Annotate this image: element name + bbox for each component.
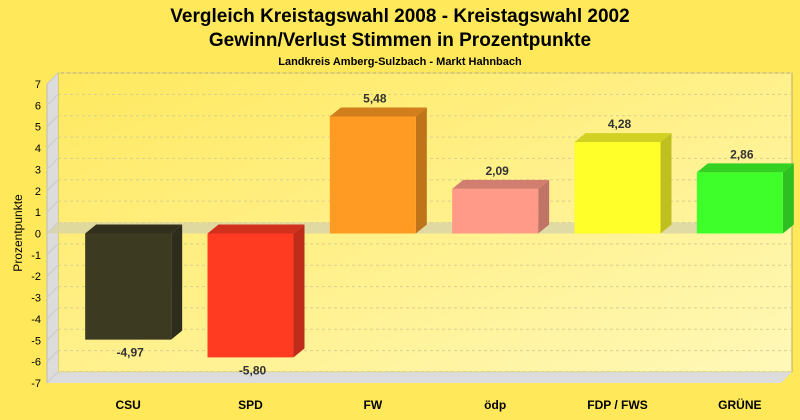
- data-label: 5,48: [363, 91, 387, 105]
- bar-top: [696, 163, 794, 173]
- bar-grüne: [696, 172, 783, 234]
- chart-subtitle: Gewinn/Verlust Stimmen in Prozentpunkte: [209, 30, 591, 51]
- gridline-side: [46, 371, 59, 384]
- y-tick-label: -4: [31, 314, 41, 326]
- gridline-side: [46, 264, 59, 277]
- bar-side: [171, 224, 183, 340]
- bar-top: [452, 179, 550, 189]
- x-tick-label: CSU: [115, 398, 140, 412]
- gridline-side: [46, 243, 59, 256]
- bar-side: [782, 163, 794, 234]
- y-tick-label: -2: [31, 271, 41, 283]
- y-tick-label: 4: [35, 143, 41, 155]
- gridline-side: [46, 136, 59, 149]
- y-tick-label: -5: [31, 335, 41, 347]
- y-tick-label: 2: [35, 186, 41, 198]
- x-tick-label: FDP / FWS: [587, 398, 647, 412]
- x-tick-label: ödp: [484, 398, 506, 412]
- bar-side: [293, 224, 305, 358]
- y-tick-label: 6: [35, 100, 41, 112]
- bar-csu: [85, 233, 172, 340]
- bar-fw: [329, 116, 416, 234]
- gridline-side: [46, 72, 59, 85]
- y-tick-label: 7: [35, 79, 41, 91]
- gridline-side: [46, 94, 59, 106]
- gridline-side: [46, 328, 59, 341]
- data-label: 2,86: [730, 147, 754, 161]
- data-label: 2,09: [485, 164, 509, 178]
- data-label: -5,80: [239, 363, 267, 377]
- gridline-side: [46, 179, 59, 192]
- x-tick-label: SPD: [238, 398, 263, 412]
- chart-subtitle-2: Landkreis Amberg-Sulzbach - Markt Hahnba…: [278, 56, 522, 68]
- bar-top: [574, 133, 672, 143]
- chart-title: Vergleich Kreistagswahl 2008 - Kreistags…: [170, 6, 629, 27]
- bar-top: [207, 224, 305, 234]
- data-label: 4,28: [608, 117, 632, 131]
- bar-side: [415, 107, 427, 234]
- bar-top: [85, 224, 183, 234]
- y-axis-label: Prozentpunkte: [11, 194, 25, 272]
- data-label: -4,97: [116, 346, 144, 360]
- y-tick-label: -3: [31, 293, 41, 305]
- bar-spd: [207, 233, 294, 358]
- y-tick-label: -1: [31, 250, 41, 262]
- y-tick-label: -7: [31, 378, 41, 390]
- gridline-side: [46, 286, 59, 298]
- bar-side: [660, 133, 672, 234]
- x-tick-label: FW: [364, 398, 383, 412]
- gridline-side: [46, 200, 59, 213]
- x-tick-label: GRÜNE: [718, 397, 761, 412]
- bar-top: [329, 107, 427, 117]
- bar-fdp-fws: [574, 142, 661, 234]
- y-tick-label: 3: [35, 164, 41, 176]
- y-tick-label: 1: [35, 207, 41, 219]
- gridline-side: [46, 350, 59, 362]
- plot-floor: [47, 372, 792, 383]
- gridline-side: [46, 307, 59, 320]
- y-tick-label: 5: [35, 122, 41, 134]
- gridline-side: [46, 115, 59, 128]
- y-tick-label: 0: [35, 229, 41, 241]
- bar-side: [538, 179, 550, 234]
- gridline-side: [46, 158, 59, 170]
- bar-ödp: [452, 188, 539, 234]
- y-tick-label: -6: [31, 357, 41, 369]
